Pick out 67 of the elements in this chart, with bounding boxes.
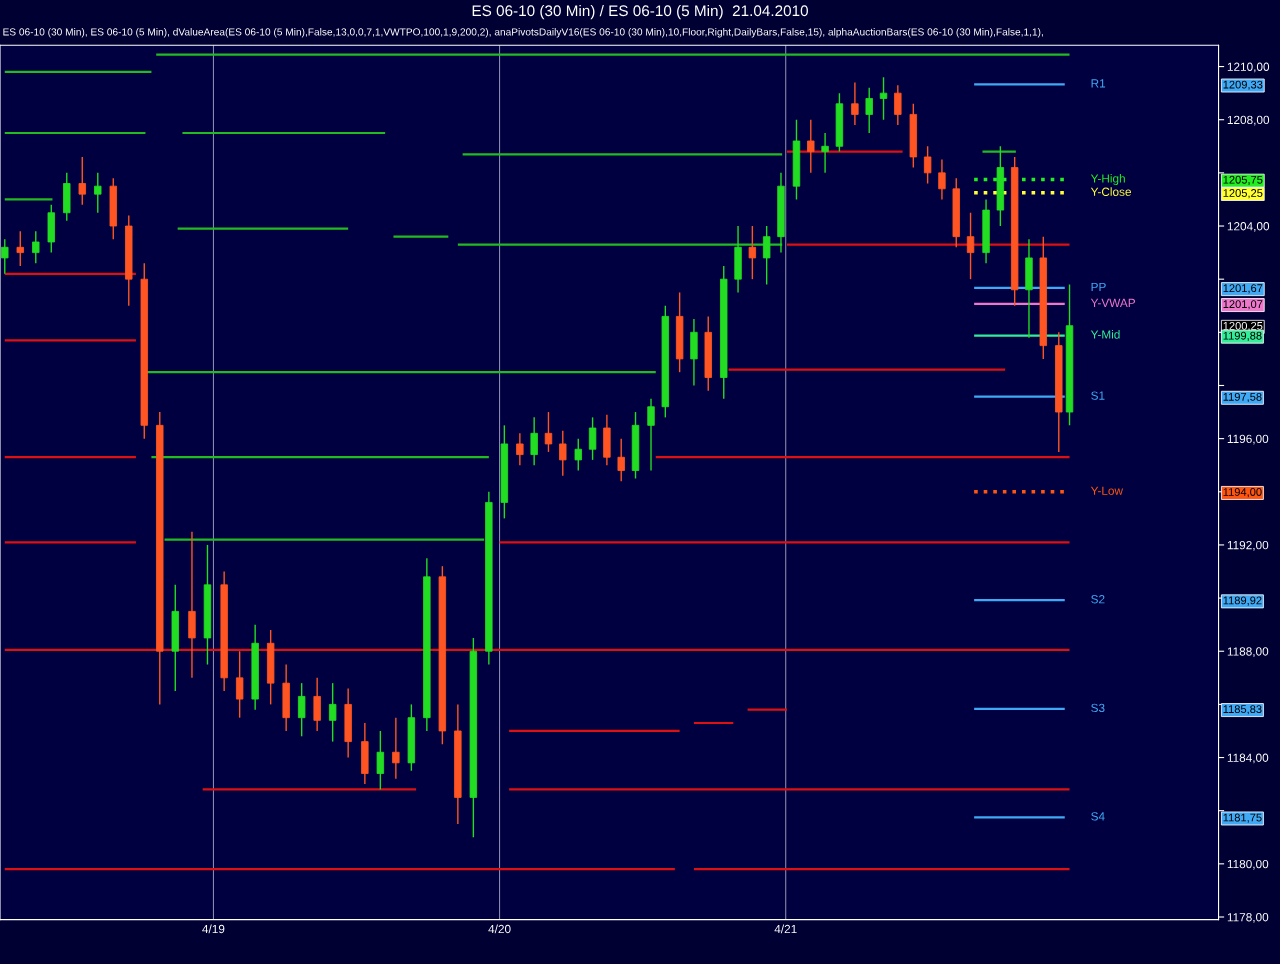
candlestick [762, 225, 771, 286]
y2-tick-label: 1185,83 [1223, 705, 1262, 715]
y2-tick-label: 1205,25 [1223, 189, 1263, 199]
y2-tick-label: 1197,58 [1223, 392, 1262, 403]
y2-tick-label: 1200,25 [1223, 321, 1263, 332]
candlestick [297, 682, 306, 737]
text: Y-Close [1090, 187, 1131, 196]
candlestick [851, 81, 859, 126]
x-tick-label: 4/20 [488, 924, 511, 934]
text: S4 [1091, 812, 1105, 821]
candlestick [376, 730, 385, 791]
candlestick [1, 238, 9, 275]
candlestick [807, 119, 815, 174]
y2-tick-label: 1201,07 [1223, 300, 1263, 310]
y-tick-label: 1192,00 [1227, 540, 1269, 551]
y-tick-label: 1210,00 [1227, 62, 1270, 73]
x-tick-label: 4/21 [774, 924, 797, 934]
candlestick [94, 172, 102, 214]
candlestick [748, 225, 757, 280]
text: Y-High [1090, 174, 1125, 186]
candlestick [530, 416, 538, 466]
candlestick [78, 156, 86, 206]
y2-tick-label: 1181,75 [1223, 813, 1262, 823]
candlestick [574, 437, 582, 472]
text: Y-Low [1090, 486, 1124, 495]
text: PP [1091, 282, 1106, 291]
candlestick [516, 432, 524, 466]
candlestick [894, 84, 902, 126]
y-tick-label: 1208,00 [1227, 115, 1270, 126]
candlestick [938, 158, 946, 201]
y2-tick-label: 1199,88 [1223, 331, 1262, 341]
text: S1 [1091, 391, 1105, 400]
chart-subtitle: ES 06-10 (30 Min), ES 06-10 (5 Min), dValueArea(ES 06-10 (5 Min),False,13,0,0,7,1,VWTPO,100,1,9,200,2), anaPivotsDailyV16(ES 06-10 (30 Min),10,Floor,Right,DailyBars,False,15), alphaAuctionBars(ES 06-10 (30 Min),False,1,1), [3, 28, 1043, 38]
candlestick [966, 212, 975, 280]
y-tick-label: 1184,00 [1227, 753, 1269, 764]
y-tick-label: 1196,00 [1227, 434, 1269, 445]
candlestick [923, 145, 932, 185]
y-tick-label: 1178,00 [1227, 913, 1269, 923]
x-tick-label: 4/19 [202, 924, 225, 934]
candlestick [865, 87, 873, 134]
candlestick [617, 437, 625, 482]
text: S3 [1091, 703, 1105, 713]
candlestick [328, 682, 337, 743]
y2-tick-label: 1205,75 [1223, 175, 1263, 185]
text: R1 [1091, 79, 1106, 88]
y2-tick-label: 1194,00 [1223, 488, 1262, 498]
y2-tick-label: 1189,92 [1223, 596, 1262, 606]
candlestick [392, 716, 400, 780]
text: Y-VWAP [1090, 298, 1136, 307]
candlestick [313, 677, 321, 732]
text: Y-Mid [1090, 330, 1120, 339]
y-tick-label: 1204,00 [1227, 222, 1270, 232]
candlestick [32, 230, 40, 264]
candlestick [821, 132, 829, 174]
candlestick [647, 398, 655, 472]
candlestick [559, 429, 567, 477]
y2-tick-label: 1209,33 [1223, 80, 1263, 90]
text: S2 [1091, 595, 1105, 604]
candlestick [879, 76, 888, 121]
candlestick [16, 230, 24, 267]
candlestick [588, 416, 597, 461]
candlestick [544, 411, 553, 453]
chart-title: ES 06-10 (30 Min) / ES 06-10 (5 Min) 21.04.2010 [472, 4, 808, 20]
candlestick [235, 650, 244, 719]
y2-tick-label: 1201,67 [1223, 284, 1263, 294]
y-tick-label: 1180,00 [1227, 859, 1269, 870]
y-tick-label: 1188,00 [1227, 647, 1269, 658]
